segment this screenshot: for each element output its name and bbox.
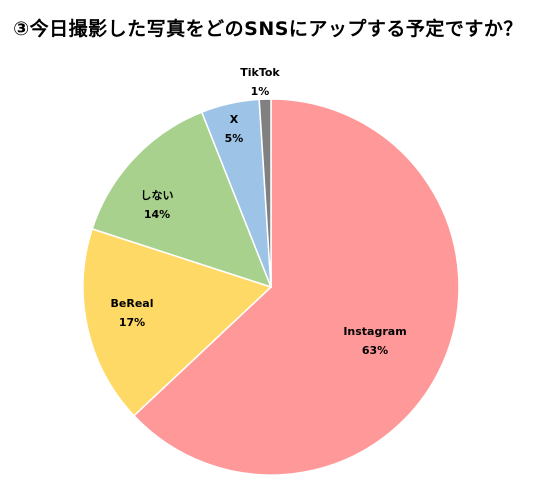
slice-value-label-3: 5% — [225, 132, 244, 145]
slice-value-label-1: 17% — [119, 316, 145, 329]
pie-slice-4 — [258, 98, 272, 288]
slice-label-4: TikTok — [240, 66, 280, 79]
slice-label-1: BeReal — [111, 297, 154, 310]
pie-slice-2 — [91, 111, 273, 289]
slice-label-3: X — [230, 113, 239, 126]
slice-label-2: しない — [141, 189, 174, 202]
pie-slice-1 — [82, 227, 273, 417]
slice-label-0: Instagram — [343, 325, 406, 338]
chart-title: ③今日撮影した写真をどのSNSにアップする予定ですか？ — [13, 18, 523, 40]
slice-value-label-4: 1% — [251, 85, 270, 98]
slice-value-label-2: 14% — [144, 208, 170, 221]
pie-slice-0 — [132, 98, 460, 476]
slice-value-label-0: 63% — [362, 344, 388, 357]
